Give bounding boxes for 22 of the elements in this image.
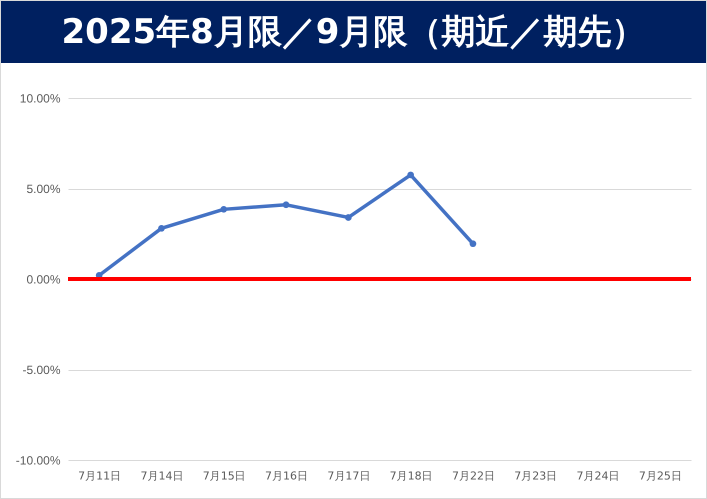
y-tick-label: -10.00% xyxy=(16,454,61,468)
x-tick-label: 7月17日 xyxy=(327,470,370,482)
y-tick-label: -5.00% xyxy=(22,363,61,377)
point xyxy=(470,240,476,248)
point xyxy=(407,172,414,178)
x-tick-label: 7月16日 xyxy=(265,470,308,482)
x-tick-label: 7月11日 xyxy=(78,470,122,482)
x-tick-label: 7月22日 xyxy=(452,470,495,482)
point xyxy=(158,224,165,232)
y-tick-label: 5.00% xyxy=(26,182,61,196)
x-tick-label: 7月25日 xyxy=(638,470,682,482)
y-tick-label: 0.00% xyxy=(26,272,61,286)
x-tick-label: 7月15日 xyxy=(202,470,246,482)
x-tick-label: 7月14日 xyxy=(140,470,184,482)
x-tick-label: 7月23日 xyxy=(514,470,558,482)
point xyxy=(220,206,228,213)
point xyxy=(344,214,352,221)
y-tick-label: 10.00% xyxy=(20,92,61,106)
x-tick-label: 7月24日 xyxy=(576,470,620,482)
x-tick-label: 7月18日 xyxy=(390,470,433,482)
chart-title: 2025年8月限／9月限（期近／期先） xyxy=(1,1,706,63)
point xyxy=(282,201,290,208)
